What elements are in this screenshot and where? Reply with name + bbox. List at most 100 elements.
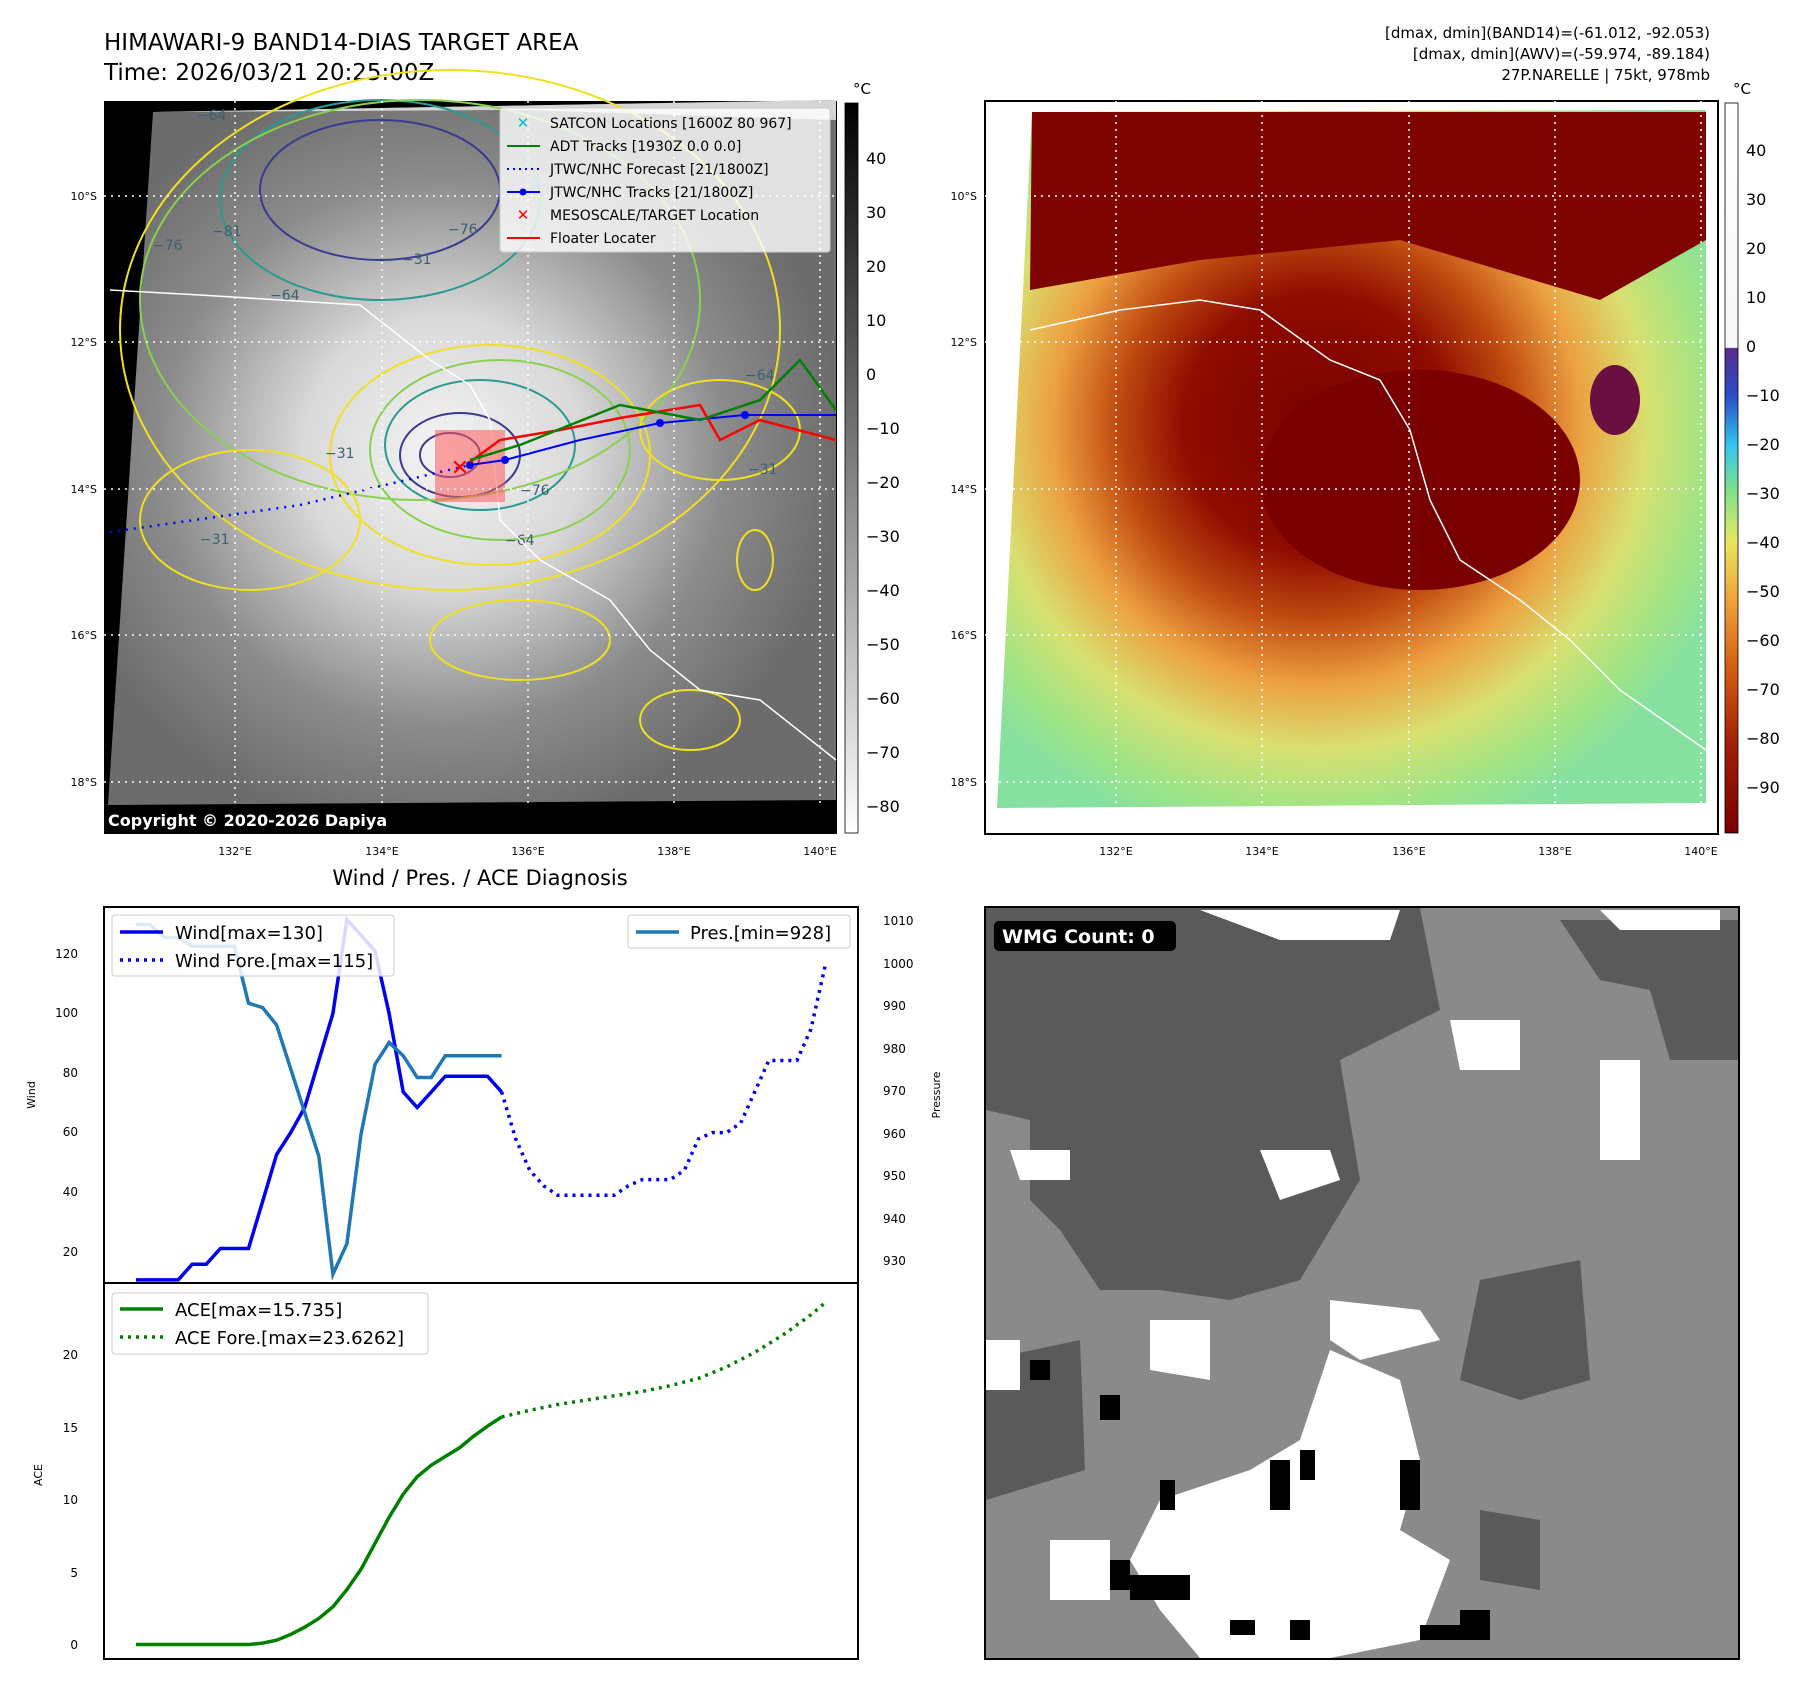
right-map-lat-labels: 10°S 12°S 14°S 16°S 18°S (951, 190, 977, 789)
lon-label: 140°E (803, 845, 836, 858)
right-map-core (1260, 370, 1580, 590)
lon-label: 132°E (218, 845, 251, 858)
wind-legend: Wind[max=130] Wind Fore.[max=115] Pres.[… (111, 914, 851, 977)
colorbar-tick: −70 (1746, 680, 1780, 699)
info-band14: [dmax, dmin](BAND14)=(-61.012, -92.053) (1385, 24, 1710, 42)
lon-label: 140°E (1684, 845, 1717, 858)
pressure-tick: 1010 (883, 914, 914, 928)
pressure-tick: 960 (883, 1127, 906, 1141)
wmg-panel: WMG Count: 0 (984, 906, 1740, 1660)
lat-label: 14°S (71, 483, 97, 496)
colorbar-tick: −40 (866, 581, 900, 600)
ace-ylabel: ACE (32, 1464, 45, 1486)
right-map-cell (1590, 365, 1640, 435)
series-line-ace-fore-max-23-6262 (501, 1301, 827, 1419)
lat-label: 16°S (951, 629, 977, 642)
wind-tick: 20 (63, 1245, 78, 1259)
lat-label: 18°S (951, 776, 977, 789)
right-map-panel: 10°S 12°S 14°S 16°S 18°S 132°E 134°E 136… (951, 80, 1780, 858)
best-track-points (466, 411, 749, 469)
left-map-legend: ✕ SATCON Locations [1600Z 80 967] ADT Tr… (499, 107, 831, 253)
wind-tick: 80 (63, 1066, 78, 1080)
legend-tracks: JTWC/NHC Tracks [21/1800Z] (549, 185, 753, 201)
left-map-panel: −64 −76 −81 −64 −76 −31 −31 −31 −31 −64 … (71, 69, 900, 858)
target-marker-icon: ✕ (451, 456, 469, 481)
wind-left-ticks: 120 100 80 60 40 20 (55, 947, 78, 1259)
left-colorbar-ticks: 40 30 20 10 0 −10 −20 −30 −40 −50 −60 −7… (866, 149, 900, 816)
legend-pres: Pres.[min=928] (690, 923, 831, 944)
right-colorbar (1724, 102, 1739, 834)
left-map-top-cloud (153, 100, 836, 120)
copyright-text: Copyright © 2020-2026 Dapiya (108, 811, 387, 830)
contour-label: −64 (745, 368, 775, 384)
right-colorbar-ticks: 40 30 20 10 0 −10 −20 −30 −40 −50 −60 −7… (1746, 141, 1780, 797)
legend-forecast: JTWC/NHC Forecast [21/1800Z] (549, 162, 769, 178)
colorbar-tick: 10 (866, 311, 886, 330)
lon-label: 134°E (1245, 845, 1278, 858)
lon-label: 138°E (1538, 845, 1571, 858)
figure-time: Time: 2026/03/21 20:25:00Z (103, 60, 434, 86)
mesoscale-marker-icon: ✕ (517, 206, 530, 224)
wmg-count-badge (994, 921, 1176, 951)
right-map-grid (985, 101, 1718, 834)
contour-label: −31 (325, 446, 355, 462)
info-storm: 27P.NARELLE | 75kt, 978mb (1501, 66, 1710, 84)
colorbar-tick: −80 (866, 797, 900, 816)
colorbar-tick: −50 (1746, 582, 1780, 601)
right-map-coastline (1029, 299, 1707, 751)
colorbar-tick: 30 (866, 203, 886, 222)
colorbar-tick: −60 (866, 689, 900, 708)
wind-tick: 60 (63, 1125, 78, 1139)
colorbar-tick: −40 (1746, 533, 1780, 552)
lat-label: 14°S (951, 483, 977, 496)
legend-ace-fore: ACE Fore.[max=23.6262] (175, 1328, 404, 1349)
series-line-ace-max-15-735 (136, 1415, 503, 1647)
colorbar-tick: 40 (1746, 141, 1766, 160)
pressure-tick: 970 (883, 1084, 906, 1098)
pressure-tick: 1000 (883, 957, 914, 971)
colorbar-tick: 20 (1746, 239, 1766, 258)
wind-tick: 120 (55, 947, 78, 961)
lon-label: 136°E (1392, 845, 1425, 858)
wind-tick: 100 (55, 1006, 78, 1020)
colorbar-tick: −60 (1746, 631, 1780, 650)
contour-label: −31 (200, 532, 230, 548)
ace-tick: 10 (63, 1493, 78, 1507)
wind-tick: 40 (63, 1185, 78, 1199)
pressure-tick: 930 (883, 1254, 906, 1268)
colorbar-tick: −90 (1746, 778, 1780, 797)
ace-tick: 15 (63, 1421, 78, 1435)
legend-floater: Floater Locater (550, 231, 656, 247)
left-colorbar-unit: °C (853, 80, 871, 98)
colorbar-tick: 40 (866, 149, 886, 168)
lon-label: 136°E (511, 845, 544, 858)
legend-wind-fore: Wind Fore.[max=115] (175, 951, 373, 972)
pressure-tick: 990 (883, 999, 906, 1013)
colorbar-tick: −50 (866, 635, 900, 654)
pressure-tick: 940 (883, 1212, 906, 1226)
ace-ticks: 20 15 10 5 0 (63, 1348, 78, 1652)
series-line-wind-max-130 (136, 915, 503, 1282)
wind-ylabel: Wind (25, 1081, 38, 1109)
right-map-lon-labels: 132°E 134°E 136°E 138°E 140°E (1099, 845, 1717, 858)
legend-wind: Wind[max=130] (175, 923, 323, 944)
lon-label: 138°E (657, 845, 690, 858)
ace-series-layer (136, 1301, 827, 1647)
lat-label: 10°S (951, 190, 977, 203)
colorbar-tick: −70 (866, 743, 900, 762)
contour-label: −64 (197, 108, 227, 124)
left-colorbar (844, 102, 859, 834)
colorbar-tick: 0 (866, 365, 876, 384)
wmg-black-regions (1030, 1360, 1490, 1640)
legend-ace: ACE[max=15.735] (175, 1300, 342, 1321)
lat-label: 10°S (71, 190, 97, 203)
ace-panel: ACE 20 15 10 5 0 ACE[max=15.735] ACE For… (32, 1282, 859, 1660)
colorbar-tick: 30 (1746, 190, 1766, 209)
pressure-tick: 950 (883, 1169, 906, 1183)
ace-tick: 5 (70, 1566, 78, 1580)
colorbar-tick: −10 (866, 419, 900, 438)
pressure-right-ticks: 1010 1000 990 980 970 960 950 940 930 (883, 914, 914, 1268)
lon-label: 132°E (1099, 845, 1132, 858)
pressure-tick: 980 (883, 1042, 906, 1056)
